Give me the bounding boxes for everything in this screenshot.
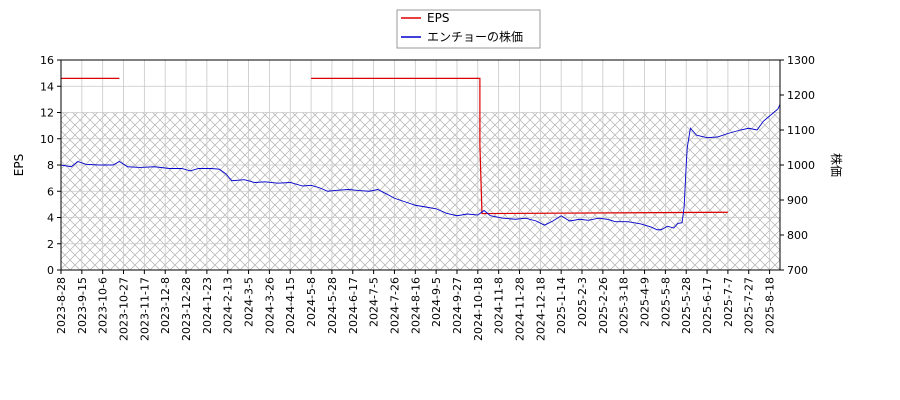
legend-price-label: エンチョーの株価 [427, 29, 523, 44]
axes: 0 2 4 6 8 10 12 14 16 700 800 900 1000 1100 1200 1300 20… [40, 54, 815, 341]
x-tick-label: 2025-5-28 [680, 277, 693, 334]
x-tick-label: 2023-12-8 [159, 277, 172, 334]
y-left-tick-label: 2 [47, 238, 54, 251]
y-right-tick-label: 700 [787, 264, 808, 277]
y-right-tick-label: 900 [787, 194, 808, 207]
legend: EPS エンチョーの株価 [396, 9, 541, 49]
y-left-tick-label: 0 [47, 264, 54, 277]
x-tick-label: 2024-3-5 [243, 277, 256, 327]
x-tick-label: 2025-2-3 [576, 277, 589, 327]
x-tick-label: 2024-1-23 [201, 277, 214, 334]
x-tick-label: 2025-3-18 [618, 277, 631, 334]
legend-eps-label: EPS [427, 11, 449, 25]
x-tick-label: 2023-9-15 [76, 277, 89, 334]
y-left-tick-label: 14 [40, 80, 54, 93]
x-tick-label: 2024-8-16 [409, 277, 422, 334]
x-tick-label: 2024-11-28 [513, 277, 526, 341]
y-right-tick-label: 800 [787, 229, 808, 242]
y-right-tick-label: 1100 [787, 124, 815, 137]
x-tick-label: 2025-7-27 [743, 277, 756, 334]
x-tick-label: 2023-10-6 [97, 277, 110, 334]
x-tick-label: 2024-11-8 [493, 277, 506, 334]
x-tick-label: 2023-12-28 [180, 277, 193, 341]
x-tick-label: 2024-7-5 [368, 277, 381, 327]
x-tick-label: 2025-7-7 [722, 277, 735, 327]
y-left-axis-title: EPS [12, 154, 26, 176]
x-tick-label: 2024-4-15 [284, 277, 297, 334]
x-tick-label: 2025-6-17 [701, 277, 714, 334]
x-tick-label: 2024-5-28 [326, 277, 339, 334]
x-tick-label: 2025-2-26 [597, 277, 610, 334]
x-tick-label: 2024-7-26 [388, 277, 401, 334]
x-tick-label: 2024-12-18 [534, 277, 547, 341]
series-layer [61, 77, 780, 231]
y-left-tick-label: 12 [40, 107, 54, 120]
x-tick-label: 2024-9-5 [430, 277, 443, 327]
x-tick-label: 2025-1-14 [555, 277, 568, 334]
x-tick-label: 2024-2-13 [222, 277, 235, 334]
x-tick-label: 2025-4-9 [639, 277, 652, 327]
y-left-tick-label: 8 [47, 159, 54, 172]
y-left-tick-label: 16 [40, 54, 54, 67]
x-tick-label: 2024-10-18 [472, 277, 485, 341]
legend-box [396, 9, 541, 49]
y-right-tick-label: 1300 [787, 54, 815, 67]
y-left-tick-label: 6 [47, 185, 54, 198]
y-right-tick-label: 1000 [787, 159, 815, 172]
y-right-tick-label: 1200 [787, 89, 815, 102]
y-right-axis-title: 株価 [829, 153, 844, 177]
x-tick-label: 2023-10-27 [118, 277, 131, 341]
y-left-tick-label: 4 [47, 212, 54, 225]
x-tick-label: 2024-5-8 [305, 277, 318, 327]
x-tick-label: 2024-6-17 [347, 277, 360, 334]
x-tick-label: 2023-11-17 [138, 277, 151, 341]
x-tick-label: 2025-8-18 [764, 277, 777, 334]
eps-line [311, 77, 728, 215]
x-tick-label: 2024-9-27 [451, 277, 464, 334]
y-left-tick-label: 10 [40, 133, 54, 146]
x-tick-label: 2025-5-8 [659, 277, 672, 327]
grid-lines [60, 59, 780, 271]
x-tick-label: 2023-8-28 [55, 277, 68, 334]
x-tick-label: 2024-3-26 [263, 277, 276, 334]
price-line [61, 103, 780, 231]
